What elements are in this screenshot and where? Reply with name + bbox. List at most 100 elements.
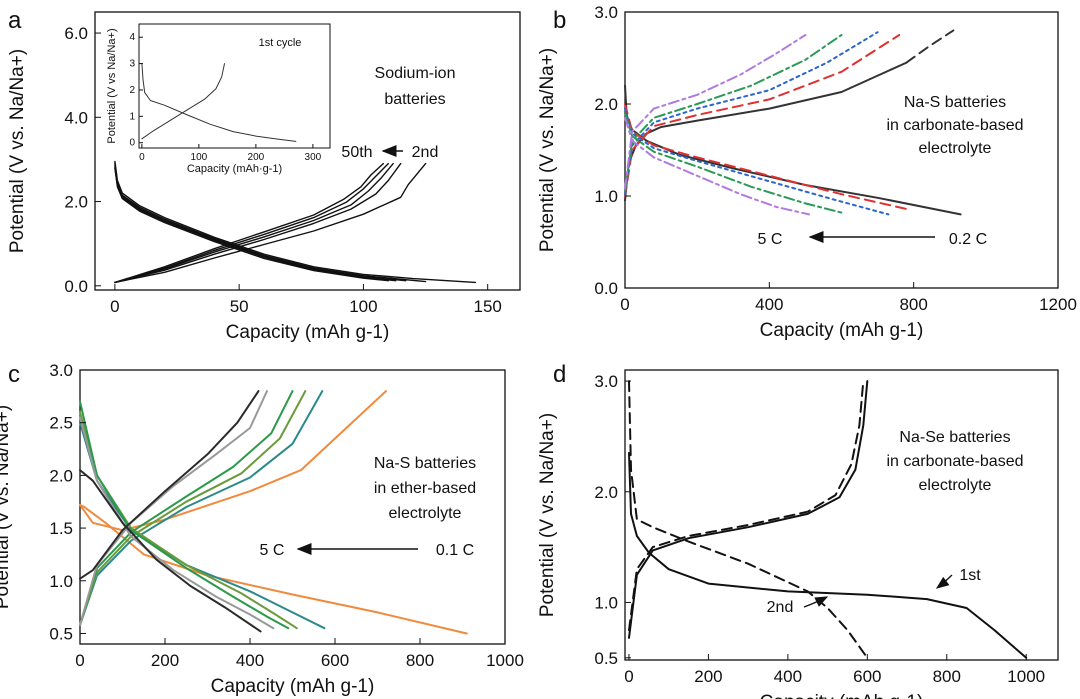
note-b-5c: 5 C — [758, 231, 783, 248]
chart-a-series-2 — [114, 162, 394, 284]
chart-c-series-4 — [79, 390, 307, 626]
chart-b-xtick-label-2: 800 — [899, 295, 927, 314]
chart-a-series-9 — [114, 167, 389, 282]
chart-a-series-3 — [114, 162, 389, 284]
chart-b-ytick-label-2: 2.0 — [594, 95, 618, 114]
panel-letter-c: c — [8, 361, 20, 388]
chart-c-ytick-label-0: 0.5 — [49, 624, 73, 643]
note-a-title-line1: Sodium-ion — [375, 65, 456, 82]
inset-a-ytick-label-0: 0 — [129, 138, 135, 149]
note-b-title-line1: Na-S batteries — [904, 94, 1006, 111]
chart-d-series-1 — [628, 380, 869, 639]
chart-b: 0 400 800 1200 0.0 1.0 2.0 3.0 Capacity (mAh g-1… — [537, 3, 1077, 341]
chart-b-ytick-label-0: 0.0 — [594, 279, 618, 298]
chart-d-ylabel: Potential (V vs. Na/Na+) — [537, 413, 558, 617]
chart-b-series-3 — [624, 34, 901, 197]
note-c-title-line2: in ether-based — [374, 480, 476, 497]
inset-a-ytick-label-2: 2 — [129, 85, 135, 96]
chart-b-xtick-label-0: 0 — [620, 295, 629, 314]
inset-a-ytick-label-4: 4 — [129, 32, 135, 43]
chart-c-series-0 — [79, 390, 387, 532]
panel-c: c 0 200 400 600 800 1000 0.5 1.0 1.5 2.0 2.5 3.0 Cap… — [0, 350, 540, 699]
note-d-1st: 1st — [959, 567, 981, 584]
note-a-50th: 50th — [341, 144, 372, 161]
note-c-5c: 5 C — [260, 542, 285, 559]
chart-c-xtick-label-4: 800 — [406, 651, 434, 670]
panel-letter-a: a — [8, 7, 22, 34]
chart-b-xtick-label-1: 400 — [755, 295, 783, 314]
note-b-02c: 0.2 C — [949, 231, 987, 248]
chart-d: 0 200 400 600 800 1000 0.5 1.0 2.0 3.0 Capacity (m… — [537, 369, 1059, 699]
arrow-d-1st — [935, 574, 953, 589]
arrow-d-2nd — [803, 596, 829, 608]
chart-c-series-10 — [79, 390, 260, 580]
note-a-2nd: 2nd — [412, 144, 439, 161]
chart-c-series-11 — [79, 469, 262, 633]
chart-a-xtick-label-1: 50 — [230, 297, 249, 316]
chart-d-ytick-label-3: 3.0 — [594, 372, 618, 391]
chart-b-ytick-label-3: 3.0 — [594, 3, 618, 22]
panel-b: b 0 400 800 1200 0.0 1.0 2.0 3.0 Capacity (mAh g… — [537, 0, 1080, 350]
chart-c-xtick-label-2: 400 — [236, 651, 264, 670]
chart-a-ytick-label-1: 2.0 — [64, 193, 88, 212]
chart-d-xtick-label-4: 800 — [933, 667, 961, 686]
chart-a-xtick-label-2: 100 — [349, 297, 377, 316]
inset-a: 0 100 200 300 0 1 2 3 4 Capacity (mAh·g-1) Potenti… — [106, 23, 331, 175]
chart-c-xlabel: Capacity (mAh g-1) — [211, 676, 375, 697]
note-c-title-line1: Na-S batteries — [374, 455, 476, 472]
chart-c-series-7 — [79, 400, 290, 630]
chart-c-series-9 — [79, 416, 275, 630]
chart-c-ylabel: Potential (V vs. Na/Na+) — [0, 405, 13, 609]
inset-a-xtick-label-0: 0 — [139, 152, 145, 163]
note-c-01c: 0.1 C — [436, 542, 474, 559]
chart-d-ytick-label-1: 1.0 — [594, 593, 618, 612]
chart-d-series-3 — [628, 380, 865, 632]
inset-a-xtick-label-1: 100 — [191, 152, 208, 163]
note-b-title-line3: electrolyte — [919, 140, 992, 157]
note-b-title-line2: in carbonate-based — [887, 117, 1024, 134]
chart-b-xlabel: Capacity (mAh g-1) — [760, 320, 924, 341]
chart-c: 0 200 400 600 800 1000 0.5 1.0 1.5 2.0 2.5 3.0 Capac… — [0, 361, 524, 697]
panel-d: d 0 200 400 600 800 1000 0.5 1.0 2.0 3.0 Capacity … — [537, 350, 1080, 699]
chart-b-series-10 — [624, 116, 810, 216]
chart-c-plot-frame — [79, 369, 506, 645]
chart-b-series-1 — [905, 29, 955, 64]
inset-a-series-1 — [141, 63, 225, 140]
note-d-2nd: 2nd — [767, 599, 794, 616]
chart-a-series-5 — [114, 160, 476, 284]
inset-a-plot-frame — [138, 23, 331, 149]
chart-d-series-0 — [628, 452, 1028, 659]
inset-a-ytick-label-3: 3 — [129, 59, 135, 70]
note-d-title-line1: Na-Se batteries — [899, 429, 1010, 446]
chart-b-series-8 — [624, 112, 843, 214]
chart-a-xlabel: Capacity (mAh g-1) — [226, 322, 390, 343]
inset-a-ytick-label-1: 1 — [129, 111, 135, 122]
chart-c-ytick-label-5: 3.0 — [49, 361, 73, 380]
chart-a-ytick-label-0: 0.0 — [64, 277, 88, 296]
chart-d-xlabel: Capacity (mAh g-1) — [760, 692, 924, 699]
panel-letter-b: b — [553, 7, 566, 34]
chart-b-plot-frame — [624, 11, 1059, 289]
chart-d-xtick-label-3: 600 — [853, 667, 881, 686]
chart-d-xtick-label-1: 200 — [694, 667, 722, 686]
chart-c-ytick-label-3: 2.0 — [49, 466, 73, 485]
chart-d-xtick-label-0: 0 — [624, 667, 633, 686]
chart-d-xtick-label-5: 1000 — [1007, 667, 1045, 686]
chart-c-series-1 — [79, 503, 468, 635]
chart-a-ylabel: Potential (V vs. Na/Na+) — [7, 49, 28, 253]
chart-c-xtick-label-0: 0 — [75, 651, 84, 670]
chart-b-series-6 — [624, 107, 890, 216]
chart-d-ytick-label-2: 2.0 — [594, 483, 618, 502]
chart-a-series-0 — [114, 162, 427, 284]
chart-c-ytick-label-1: 1.0 — [49, 572, 73, 591]
note-c-title-line3: electrolyte — [389, 505, 462, 522]
note-a-title-line2: batteries — [384, 91, 445, 108]
chart-c-ytick-label-4: 2.5 — [49, 414, 73, 433]
chart-b-ylabel: Potential (V vs. Na/Na+) — [537, 48, 558, 252]
chart-c-ytick-label-2: 1.5 — [49, 519, 73, 538]
inset-a-xlabel: Capacity (mAh·g-1) — [187, 163, 282, 175]
chart-c-xtick-label-5: 1000 — [486, 651, 524, 670]
chart-a-ytick-label-2: 4.0 — [64, 108, 88, 127]
